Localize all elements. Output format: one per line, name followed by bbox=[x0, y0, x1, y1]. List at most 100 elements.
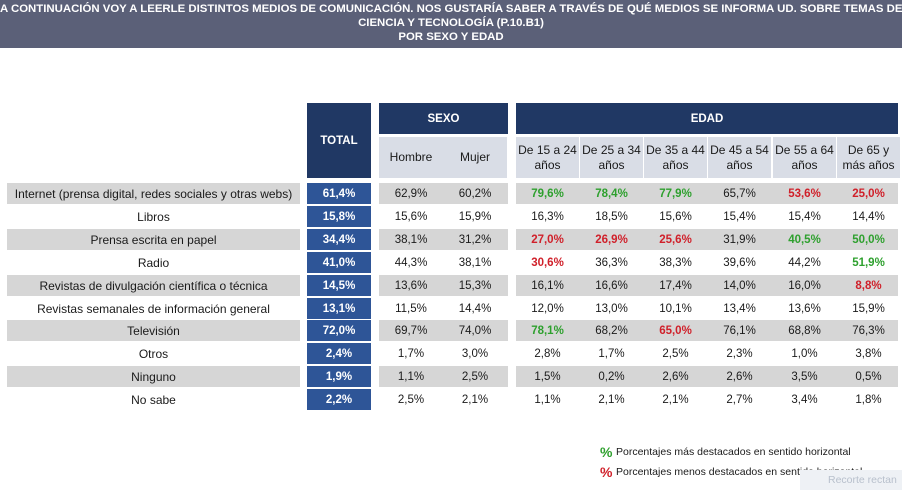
sexo-value: 69,7% bbox=[394, 324, 428, 337]
sexo-value: 2,5% bbox=[397, 393, 425, 406]
total-value: 61,4% bbox=[307, 183, 371, 204]
row-label: Revistas semanales de información genera… bbox=[37, 301, 270, 316]
edad-value: 12,0% bbox=[531, 302, 564, 315]
edad-value: 2,6% bbox=[662, 370, 689, 383]
edad-value: 79,6% bbox=[531, 187, 564, 200]
total-value: 14,5% bbox=[307, 275, 371, 296]
edad-col-header: De 55 a 64 años bbox=[773, 137, 836, 178]
edad-col-header-line: años bbox=[598, 157, 625, 172]
edad-col-header-line: De 15 a 24 bbox=[518, 142, 577, 157]
percent-red-icon: % bbox=[600, 464, 613, 480]
row-stripe bbox=[379, 275, 508, 296]
row-stripe bbox=[7, 183, 300, 204]
row-label: No sabe bbox=[131, 392, 176, 407]
edad-value: 15,4% bbox=[723, 210, 756, 223]
legend-high: % Porcentajes más destacados en sentido … bbox=[600, 444, 851, 460]
percent-green-icon: % bbox=[600, 444, 613, 460]
sexo-value: 3,0% bbox=[461, 347, 489, 360]
sexo-header-label: SEXO bbox=[427, 112, 460, 125]
total-header: TOTAL bbox=[307, 103, 371, 178]
edad-value: 68,8% bbox=[788, 324, 821, 337]
row-label: Televisión bbox=[127, 323, 180, 338]
sexo-value: 11,5% bbox=[395, 302, 427, 315]
sexo-value: 15,9% bbox=[458, 210, 492, 223]
edad-col-header-line: De 35 a 44 bbox=[646, 142, 705, 157]
edad-value: 1,5% bbox=[534, 370, 561, 383]
row-stripe bbox=[379, 183, 508, 204]
edad-value: 1,7% bbox=[598, 347, 625, 360]
title-line-3: POR SEXO Y EDAD bbox=[398, 31, 504, 43]
edad-col-header-line: años bbox=[726, 157, 753, 172]
row-label: Libros bbox=[137, 209, 170, 224]
sexo-value: 2,1% bbox=[461, 393, 489, 406]
edad-value: 0,5% bbox=[855, 370, 882, 383]
edad-value: 25,6% bbox=[659, 233, 692, 246]
sexo-value: 31,2% bbox=[458, 233, 492, 246]
edad-value: 68,2% bbox=[595, 324, 628, 337]
edad-value: 2,5% bbox=[662, 347, 689, 360]
title-line-1: A CONTINUACIÓN VOY A LEERLE DISTINTOS ME… bbox=[0, 3, 902, 15]
sexo-value: 38,1% bbox=[458, 256, 492, 269]
total-value: 1,9% bbox=[307, 366, 371, 387]
edad-value: 16,0% bbox=[788, 279, 821, 292]
edad-value: 3,4% bbox=[791, 393, 818, 406]
edad-value: 77,9% bbox=[659, 187, 692, 200]
edad-header: EDAD bbox=[516, 103, 898, 134]
row-stripe bbox=[379, 229, 508, 250]
edad-value: 2,8% bbox=[534, 347, 561, 360]
sexo-col-header: Mujer bbox=[443, 137, 507, 178]
edad-value: 1,0% bbox=[791, 347, 818, 360]
row-stripe bbox=[516, 275, 898, 296]
edad-col-header: De 65 y más años bbox=[837, 137, 900, 178]
sexo-value: 74,0% bbox=[458, 324, 492, 337]
edad-col-header: De 45 a 54 años bbox=[708, 137, 771, 178]
total-value: 34,4% bbox=[307, 229, 371, 250]
edad-value: 53,6% bbox=[788, 187, 821, 200]
edad-value: 36,3% bbox=[595, 256, 628, 269]
sexo-value: 14,4% bbox=[458, 302, 492, 315]
sexo-value: 44,3% bbox=[394, 256, 428, 269]
sexo-col-header: Hombre bbox=[379, 137, 443, 178]
edad-value: 51,9% bbox=[852, 256, 885, 269]
edad-value: 2,6% bbox=[726, 370, 753, 383]
total-value: 2,4% bbox=[307, 343, 371, 364]
row-stripe bbox=[7, 320, 300, 341]
edad-value: 2,7% bbox=[726, 393, 753, 406]
row-label: Ninguno bbox=[131, 369, 176, 384]
edad-value: 2,3% bbox=[726, 347, 753, 360]
edad-col-header: De 25 a 34 años bbox=[580, 137, 643, 178]
edad-value: 10,1% bbox=[659, 302, 692, 315]
edad-value: 15,4% bbox=[788, 210, 821, 223]
row-label: Revistas de divulgación científica o téc… bbox=[39, 278, 268, 293]
row-stripe bbox=[7, 275, 300, 296]
sexo-value: 38,1% bbox=[394, 233, 428, 246]
row-stripe bbox=[7, 366, 300, 387]
edad-value: 25,0% bbox=[852, 187, 885, 200]
snipping-tool-watermark: Recorte rectan bbox=[800, 470, 902, 490]
edad-value: 8,8% bbox=[855, 279, 882, 292]
row-label: Internet (prensa digital, redes sociales… bbox=[14, 186, 293, 201]
report-title: A CONTINUACIÓN VOY A LEERLE DISTINTOS ME… bbox=[0, 0, 902, 48]
edad-value: 16,3% bbox=[531, 210, 564, 223]
row-stripe bbox=[516, 366, 898, 387]
edad-value: 76,1% bbox=[723, 324, 756, 337]
edad-value: 2,1% bbox=[662, 393, 689, 406]
edad-col-header-line: De 55 a 64 bbox=[775, 142, 834, 157]
sexo-value: 1,7% bbox=[397, 347, 425, 360]
edad-value: 1,8% bbox=[855, 393, 882, 406]
row-stripe bbox=[516, 229, 898, 250]
edad-col-header-line: De 25 a 34 bbox=[582, 142, 641, 157]
edad-value: 15,9% bbox=[852, 302, 885, 315]
edad-value: 18,5% bbox=[595, 210, 628, 223]
total-value: 15,8% bbox=[307, 206, 371, 227]
edad-value: 13,4% bbox=[723, 302, 756, 315]
sexo-value: 1,1% bbox=[397, 370, 425, 383]
edad-value: 3,8% bbox=[855, 347, 882, 360]
edad-value: 30,6% bbox=[531, 256, 564, 269]
total-value: 72,0% bbox=[307, 320, 371, 341]
edad-value: 3,5% bbox=[791, 370, 818, 383]
row-stripe bbox=[7, 229, 300, 250]
edad-col-header-line: De 45 a 54 bbox=[710, 142, 769, 157]
edad-value: 17,4% bbox=[659, 279, 692, 292]
edad-value: 26,9% bbox=[595, 233, 628, 246]
